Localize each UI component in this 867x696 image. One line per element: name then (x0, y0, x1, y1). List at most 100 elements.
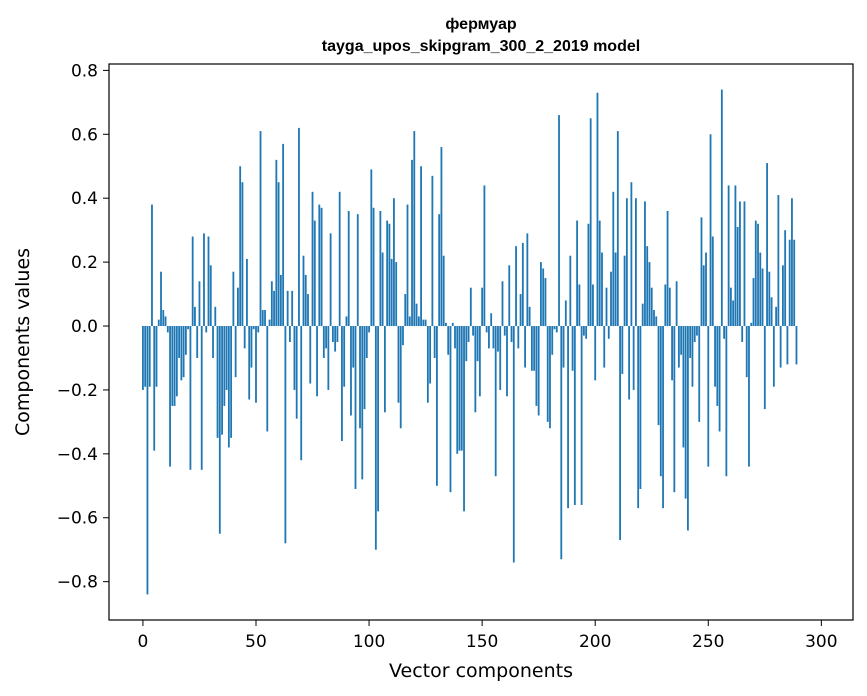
bar (723, 326, 726, 339)
bar (307, 294, 309, 327)
bar (230, 326, 233, 438)
bar (239, 166, 242, 327)
bar (359, 326, 361, 429)
bar (612, 191, 615, 327)
bar (558, 115, 560, 327)
bar (304, 274, 307, 327)
bar (641, 303, 644, 327)
bar (316, 326, 318, 397)
bar (200, 326, 203, 470)
bar (173, 326, 176, 406)
bar (585, 326, 588, 339)
bar (298, 127, 300, 327)
bar (241, 182, 244, 327)
bar (160, 271, 162, 327)
bar (535, 326, 538, 406)
bar (569, 255, 572, 327)
bar (732, 300, 735, 327)
bar (533, 326, 536, 371)
bar (417, 316, 420, 327)
bar (155, 326, 158, 387)
bar (578, 284, 581, 327)
bar (659, 326, 662, 477)
bar (716, 326, 719, 406)
bar (526, 233, 529, 327)
x-tick-label: 200 (579, 632, 611, 652)
bar (635, 198, 637, 327)
bar (494, 326, 497, 477)
bar (501, 281, 504, 327)
bar (603, 326, 606, 368)
bar (345, 316, 348, 327)
bar (184, 326, 187, 355)
bar (671, 326, 673, 381)
bar (711, 236, 714, 327)
plot-frame (108, 63, 854, 621)
bar (748, 326, 750, 467)
bar (350, 326, 352, 416)
bar (528, 306, 531, 327)
bar (289, 326, 291, 342)
bar (734, 185, 737, 327)
bar (499, 326, 502, 390)
bar (338, 191, 341, 327)
bar (291, 290, 294, 327)
bar (474, 326, 477, 413)
bar (347, 210, 350, 327)
bar (191, 236, 194, 327)
bar (275, 159, 278, 327)
bar (546, 326, 549, 422)
bar (589, 118, 592, 327)
bar (322, 326, 325, 358)
bar (700, 217, 703, 327)
bar (436, 326, 438, 486)
bar (413, 131, 416, 327)
bar (343, 326, 346, 387)
bar (673, 326, 676, 493)
bar (406, 204, 409, 327)
bar (632, 326, 635, 390)
bar (374, 326, 377, 550)
bar (408, 316, 411, 327)
bar (390, 258, 393, 327)
bar (478, 326, 481, 397)
bar (605, 287, 608, 327)
bar (214, 306, 217, 327)
bar (506, 326, 508, 397)
bar (300, 326, 303, 461)
bar (492, 326, 495, 349)
bar (146, 326, 149, 595)
bar (745, 326, 748, 378)
bar (460, 326, 463, 451)
bar (144, 326, 147, 387)
bar (399, 326, 402, 429)
bar (772, 326, 775, 387)
bar (194, 306, 196, 327)
bar (302, 255, 305, 327)
bar (515, 246, 517, 327)
bar (655, 316, 658, 327)
bar (718, 326, 721, 432)
bar (393, 198, 395, 327)
bar (207, 236, 210, 327)
bar (619, 326, 621, 541)
bar (601, 252, 603, 327)
bar (178, 326, 181, 358)
bar (420, 166, 422, 327)
bar (171, 326, 174, 406)
bar (151, 204, 153, 327)
bar (257, 326, 260, 333)
bar (422, 319, 425, 327)
bar (537, 326, 540, 416)
bar (714, 326, 716, 387)
bar (356, 214, 359, 327)
y-tick-label: −0.4 (57, 445, 98, 465)
bar (483, 185, 486, 327)
bar (255, 326, 257, 403)
bar (587, 223, 590, 327)
bar (402, 326, 404, 346)
bar (341, 326, 343, 442)
bar (248, 326, 251, 400)
bar (447, 326, 450, 355)
